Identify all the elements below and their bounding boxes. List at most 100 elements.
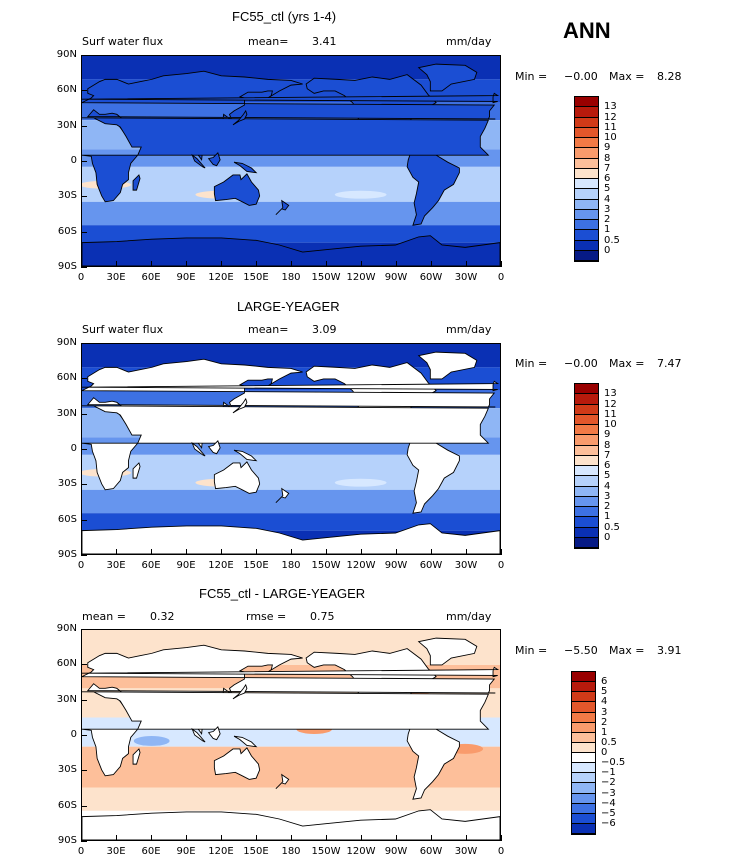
colorbar-segment xyxy=(575,455,598,466)
lon-tick xyxy=(501,261,502,267)
colorbar-segment xyxy=(575,250,598,261)
mean-value: 0.32 xyxy=(150,610,175,623)
coastline-newZealand xyxy=(275,773,290,790)
lon-tick xyxy=(221,261,222,267)
colorbar-segment xyxy=(575,425,598,436)
lat-tick xyxy=(81,629,87,630)
lat-tick xyxy=(81,267,87,268)
lat-tick xyxy=(81,664,87,666)
lon-tick xyxy=(396,261,397,267)
panel-title: FC55_ctl - LARGE-YEAGER xyxy=(199,586,366,601)
lon-tick xyxy=(256,835,257,841)
coastline-australia xyxy=(213,173,261,206)
colorbar-label: 2 xyxy=(601,716,608,728)
max-label: Max = xyxy=(609,70,645,83)
lat-tick-label: 30S xyxy=(57,190,77,202)
lat-tick xyxy=(81,413,87,415)
min-value: −5.50 xyxy=(564,644,598,657)
lat-tick-label: 0 xyxy=(70,729,77,740)
lon-tick-label: 0 xyxy=(497,846,505,857)
colorbar-segment xyxy=(572,813,595,824)
colorbar-label: 0 xyxy=(604,244,611,256)
units-label: mm/day xyxy=(446,323,492,336)
lon-tick xyxy=(151,261,152,267)
lon-tick xyxy=(221,835,222,841)
lon-tick xyxy=(116,549,117,555)
lat-tick-label: 60N xyxy=(56,658,77,670)
colorbar-segment xyxy=(572,753,595,764)
colorbar-segment xyxy=(572,722,595,733)
lon-tick-label: 150W xyxy=(311,560,341,571)
lon-tick xyxy=(501,835,502,841)
lon-tick-label: 0 xyxy=(77,560,85,571)
colorbar-label: 0 xyxy=(604,531,611,543)
coastline-madagascar xyxy=(132,748,141,765)
coastline-southAmerica xyxy=(406,721,460,800)
lat-tick-label: 90N xyxy=(56,623,77,634)
colorbar-label: 2 xyxy=(604,501,611,512)
coastline-newZealand xyxy=(275,487,290,504)
colorbar-label: 11 xyxy=(604,408,617,420)
colorbar-label: 6 xyxy=(604,460,611,471)
coastline-greenland xyxy=(417,63,478,92)
colorbar-label: 3 xyxy=(604,490,611,502)
lon-tick-label: 60W xyxy=(419,846,443,857)
rmse-value: 0.75 xyxy=(310,610,335,623)
colorbar-segment xyxy=(572,682,595,693)
lon-tick-label: 30W xyxy=(454,272,478,283)
colorbar-label: 12 xyxy=(604,398,617,410)
colorbar-label: −1 xyxy=(601,767,616,779)
colorbar-label: 5 xyxy=(604,470,611,482)
colorbar-segment xyxy=(575,537,598,548)
colorbar-segment xyxy=(575,148,598,159)
colorbar-label: 3 xyxy=(601,706,608,718)
lon-tick-label: 0 xyxy=(77,846,85,857)
lon-tick-label: 120W xyxy=(346,846,376,857)
colorbar-label: 1 xyxy=(601,726,608,738)
lat-tick xyxy=(81,484,87,486)
coastline-antarctica xyxy=(82,809,500,840)
colorbar-segment xyxy=(575,496,598,507)
coastline-newGuinea xyxy=(233,161,258,174)
lon-tick-label: 150E xyxy=(243,272,269,283)
colorbar-label: 5 xyxy=(604,183,611,195)
lon-tick-label: 120E xyxy=(208,560,234,571)
colorbar-segment xyxy=(575,199,598,210)
coastline-borneo xyxy=(207,726,221,741)
lon-tick xyxy=(361,261,362,267)
colorbar-label: 1 xyxy=(604,224,611,236)
lon-tick-label: 90E xyxy=(176,560,196,571)
colorbar-segment xyxy=(575,414,598,425)
lat-tick-label: 60S xyxy=(57,513,77,525)
lon-tick xyxy=(256,261,257,267)
lon-tick-label: 150W xyxy=(311,846,341,857)
field-label: Surf water flux xyxy=(82,323,164,336)
max-label: Max = xyxy=(609,644,645,657)
lon-tick xyxy=(186,549,187,555)
colorbar-label: −2 xyxy=(601,777,616,789)
lon-tick-label: 90W xyxy=(384,560,408,571)
colorbar-segment xyxy=(575,179,598,190)
lon-tick-label: 120E xyxy=(208,272,234,283)
coastline-borneo xyxy=(207,152,221,167)
colorbar-label: 11 xyxy=(604,121,617,133)
map-plot xyxy=(81,343,501,555)
lon-tick xyxy=(81,835,82,841)
colorbar-segment xyxy=(572,783,595,794)
colorbar-label: 8 xyxy=(604,152,611,164)
lon-tick xyxy=(326,261,327,267)
colorbar-label: 3 xyxy=(604,203,611,215)
lat-tick xyxy=(81,343,87,344)
colorbar-segment xyxy=(572,742,595,753)
colorbar-segment xyxy=(575,158,598,169)
lon-tick xyxy=(501,549,502,555)
colorbar-segment xyxy=(575,394,598,405)
lon-tick-label: 120W xyxy=(346,560,376,571)
colorbar-segment xyxy=(575,466,598,477)
colorbar-segment xyxy=(572,793,595,804)
lon-tick-label: 120E xyxy=(208,846,234,857)
lon-tick-label: 30E xyxy=(106,272,126,283)
colorbar-label: 13 xyxy=(604,101,617,113)
colorbar-label: −3 xyxy=(601,787,616,799)
colorbar-segment xyxy=(572,763,595,774)
